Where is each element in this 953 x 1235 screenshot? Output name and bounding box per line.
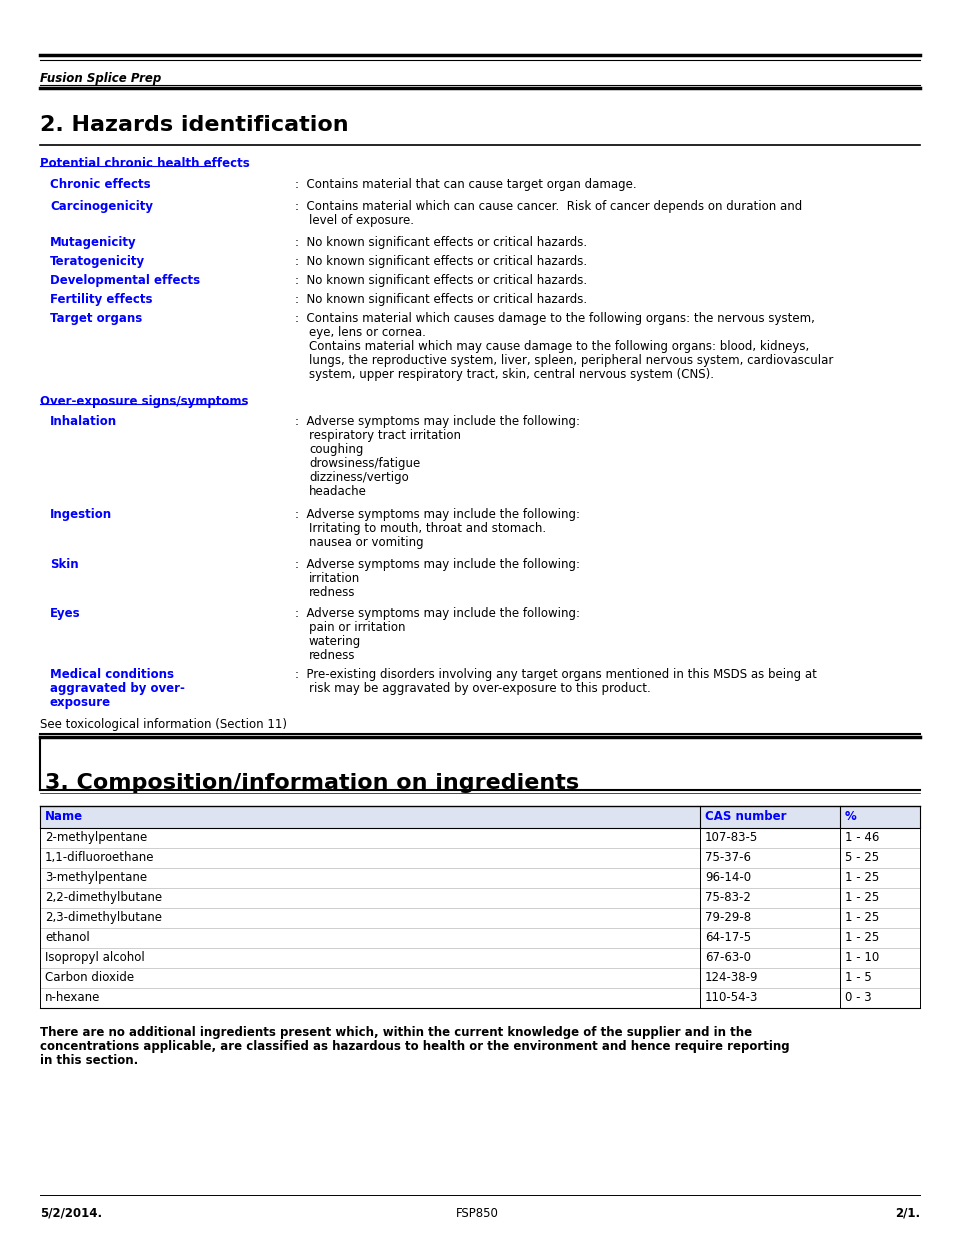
- Text: Contains material which may cause damage to the following organs: blood, kidneys: Contains material which may cause damage…: [309, 340, 808, 353]
- Text: Isopropyl alcohol: Isopropyl alcohol: [45, 951, 145, 965]
- Text: headache: headache: [309, 485, 367, 498]
- Text: :  Adverse symptoms may include the following:: : Adverse symptoms may include the follo…: [294, 508, 579, 521]
- Text: 2,2-dimethylbutane: 2,2-dimethylbutane: [45, 890, 162, 904]
- Text: Teratogenicity: Teratogenicity: [50, 254, 145, 268]
- Text: Ingestion: Ingestion: [50, 508, 112, 521]
- Text: Potential chronic health effects: Potential chronic health effects: [40, 157, 250, 170]
- Text: Target organs: Target organs: [50, 312, 142, 325]
- Text: drowsiness/fatigue: drowsiness/fatigue: [309, 457, 420, 471]
- Text: Fertility effects: Fertility effects: [50, 293, 152, 306]
- Text: Over-exposure signs/symptoms: Over-exposure signs/symptoms: [40, 395, 248, 408]
- Text: Mutagenicity: Mutagenicity: [50, 236, 136, 249]
- Text: in this section.: in this section.: [40, 1053, 138, 1067]
- Text: :  Adverse symptoms may include the following:: : Adverse symptoms may include the follo…: [294, 558, 579, 571]
- Text: 1 - 25: 1 - 25: [844, 911, 879, 924]
- Text: Developmental effects: Developmental effects: [50, 274, 200, 287]
- Text: redness: redness: [309, 585, 355, 599]
- Text: 67-63-0: 67-63-0: [704, 951, 750, 965]
- Text: level of exposure.: level of exposure.: [309, 214, 414, 227]
- Text: lungs, the reproductive system, liver, spleen, peripheral nervous system, cardio: lungs, the reproductive system, liver, s…: [309, 354, 833, 367]
- Text: 0 - 3: 0 - 3: [844, 990, 871, 1004]
- Text: respiratory tract irritation: respiratory tract irritation: [309, 429, 460, 442]
- Text: :  No known significant effects or critical hazards.: : No known significant effects or critic…: [294, 293, 586, 306]
- Text: ethanol: ethanol: [45, 931, 90, 944]
- Text: 75-37-6: 75-37-6: [704, 851, 750, 864]
- Text: Fusion Splice Prep: Fusion Splice Prep: [40, 72, 161, 85]
- Text: Irritating to mouth, throat and stomach.: Irritating to mouth, throat and stomach.: [309, 522, 545, 535]
- Text: 2/1.: 2/1.: [894, 1207, 919, 1220]
- Bar: [40, 806, 919, 827]
- Text: aggravated by over-: aggravated by over-: [50, 682, 185, 695]
- Text: irritation: irritation: [309, 572, 360, 585]
- Text: risk may be aggravated by over-exposure to this product.: risk may be aggravated by over-exposure …: [309, 682, 650, 695]
- Text: 96-14-0: 96-14-0: [704, 871, 750, 884]
- Text: pain or irritation: pain or irritation: [309, 621, 405, 634]
- Text: 1 - 5: 1 - 5: [844, 971, 871, 984]
- Text: redness: redness: [309, 650, 355, 662]
- Text: 5/2/2014.: 5/2/2014.: [40, 1207, 102, 1220]
- Text: :  Adverse symptoms may include the following:: : Adverse symptoms may include the follo…: [294, 606, 579, 620]
- Text: 75-83-2: 75-83-2: [704, 890, 750, 904]
- Text: See toxicological information (Section 11): See toxicological information (Section 1…: [40, 718, 287, 731]
- Text: 79-29-8: 79-29-8: [704, 911, 750, 924]
- Text: system, upper respiratory tract, skin, central nervous system (CNS).: system, upper respiratory tract, skin, c…: [309, 368, 713, 382]
- Text: Inhalation: Inhalation: [50, 415, 117, 429]
- Text: 3-methylpentane: 3-methylpentane: [45, 871, 147, 884]
- Text: eye, lens or cornea.: eye, lens or cornea.: [309, 326, 425, 338]
- Text: 3. Composition/information on ingredients: 3. Composition/information on ingredient…: [45, 773, 578, 793]
- Text: :  Contains material which can cause cancer.  Risk of cancer depends on duration: : Contains material which can cause canc…: [294, 200, 801, 212]
- Text: 1 - 25: 1 - 25: [844, 890, 879, 904]
- Text: Carcinogenicity: Carcinogenicity: [50, 200, 152, 212]
- Text: :  Contains material that can cause target organ damage.: : Contains material that can cause targe…: [294, 178, 636, 191]
- Text: 124-38-9: 124-38-9: [704, 971, 758, 984]
- Text: 107-83-5: 107-83-5: [704, 831, 758, 844]
- Text: concentrations applicable, are classified as hazardous to health or the environm: concentrations applicable, are classifie…: [40, 1040, 789, 1053]
- Text: Eyes: Eyes: [50, 606, 81, 620]
- Text: 1 - 25: 1 - 25: [844, 871, 879, 884]
- Text: 64-17-5: 64-17-5: [704, 931, 750, 944]
- Text: :  No known significant effects or critical hazards.: : No known significant effects or critic…: [294, 254, 586, 268]
- Text: :  No known significant effects or critical hazards.: : No known significant effects or critic…: [294, 236, 586, 249]
- Text: exposure: exposure: [50, 697, 111, 709]
- Text: 1 - 25: 1 - 25: [844, 931, 879, 944]
- Text: %: %: [844, 810, 856, 823]
- Text: Chronic effects: Chronic effects: [50, 178, 151, 191]
- Text: n-hexane: n-hexane: [45, 990, 100, 1004]
- Text: 2-methylpentane: 2-methylpentane: [45, 831, 147, 844]
- Text: There are no additional ingredients present which, within the current knowledge : There are no additional ingredients pres…: [40, 1026, 751, 1039]
- Text: dizziness/vertigo: dizziness/vertigo: [309, 471, 408, 484]
- Text: Medical conditions: Medical conditions: [50, 668, 173, 680]
- Text: 1 - 46: 1 - 46: [844, 831, 879, 844]
- Text: Carbon dioxide: Carbon dioxide: [45, 971, 134, 984]
- Text: :  Adverse symptoms may include the following:: : Adverse symptoms may include the follo…: [294, 415, 579, 429]
- Text: 5 - 25: 5 - 25: [844, 851, 879, 864]
- Text: :  No known significant effects or critical hazards.: : No known significant effects or critic…: [294, 274, 586, 287]
- Text: 1,1-difluoroethane: 1,1-difluoroethane: [45, 851, 154, 864]
- Text: :  Contains material which causes damage to the following organs: the nervous sy: : Contains material which causes damage …: [294, 312, 814, 325]
- Text: 2,3-dimethylbutane: 2,3-dimethylbutane: [45, 911, 162, 924]
- Text: 1 - 10: 1 - 10: [844, 951, 879, 965]
- Text: 110-54-3: 110-54-3: [704, 990, 758, 1004]
- Text: Skin: Skin: [50, 558, 78, 571]
- Text: Name: Name: [45, 810, 83, 823]
- Text: watering: watering: [309, 635, 361, 648]
- Text: :  Pre-existing disorders involving any target organs mentioned in this MSDS as : : Pre-existing disorders involving any t…: [294, 668, 816, 680]
- Text: 2. Hazards identification: 2. Hazards identification: [40, 115, 348, 135]
- Text: CAS number: CAS number: [704, 810, 785, 823]
- Text: FSP850: FSP850: [456, 1207, 497, 1220]
- Text: coughing: coughing: [309, 443, 363, 456]
- Text: nausea or vomiting: nausea or vomiting: [309, 536, 423, 550]
